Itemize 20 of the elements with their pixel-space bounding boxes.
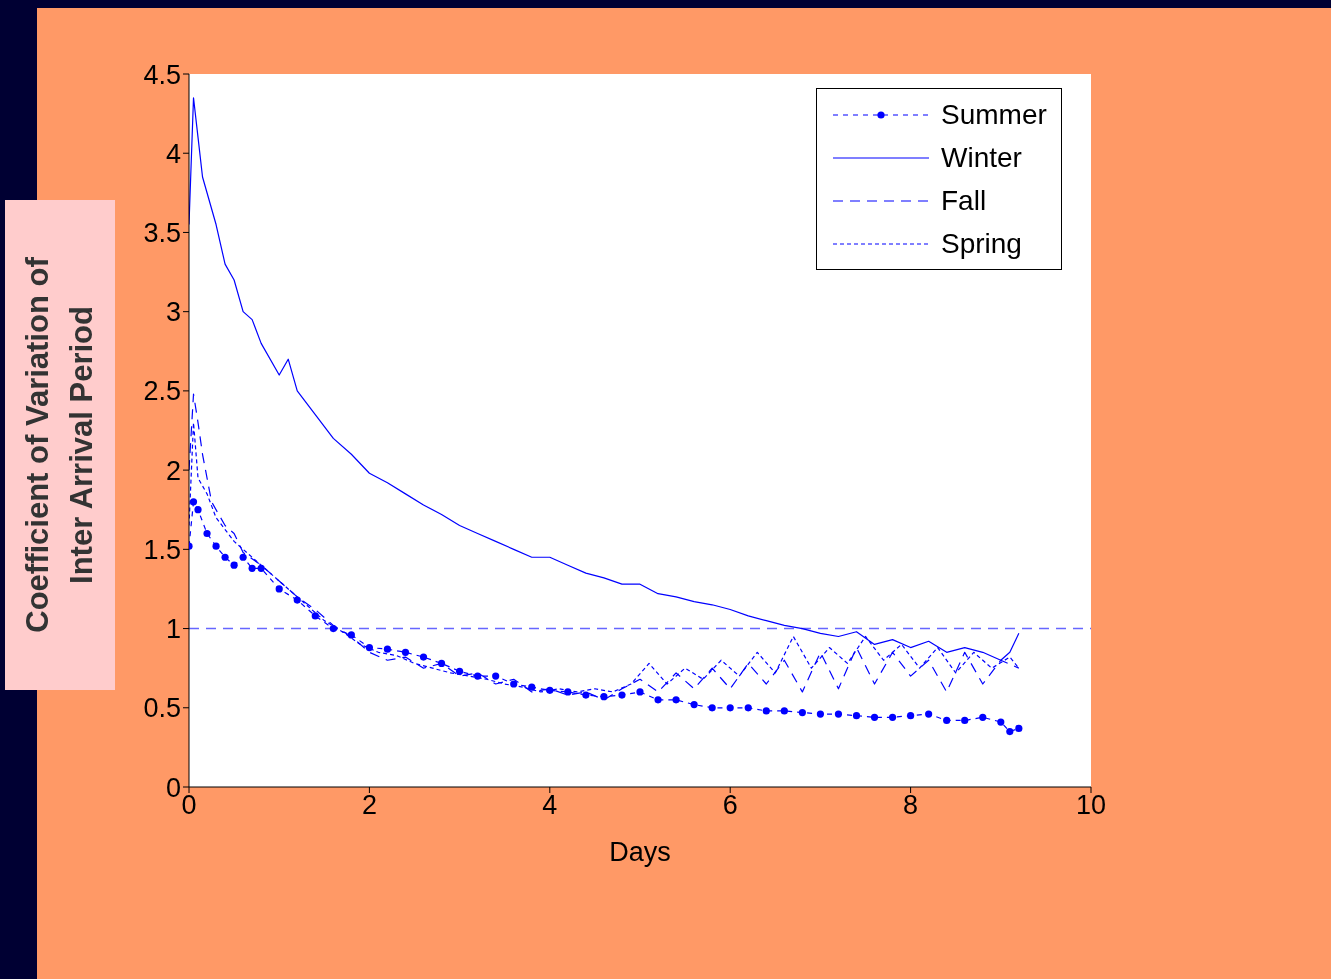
legend-label: Summer	[941, 98, 1047, 131]
x-tick-label: 8	[903, 790, 919, 821]
y-tick-label: 3.5	[143, 218, 181, 249]
y-axis-title: Coefficient of Variation of Inter Arrival Period	[19, 256, 100, 635]
legend-label: Winter	[941, 141, 1022, 174]
y-tick-label: 2.5	[143, 376, 181, 407]
y-tick-label: 2	[165, 455, 181, 486]
x-tick-label: 4	[542, 790, 558, 821]
legend-label: Fall	[941, 184, 987, 217]
legend-label: Spring	[941, 227, 1022, 260]
y-tick-label: 3	[165, 297, 181, 328]
x-tick-label: 2	[361, 790, 377, 821]
y-tick-label: 1	[165, 614, 181, 645]
y-tick-label: 0.5	[143, 693, 181, 724]
x-tick-label: 6	[722, 790, 738, 821]
y-tick-label: 4	[165, 138, 181, 169]
x-axis-title: Days	[609, 837, 671, 868]
y-tick-label: 1.5	[143, 534, 181, 565]
x-tick-label: 10	[1075, 790, 1107, 821]
y-tick-label: 4.5	[143, 59, 181, 90]
